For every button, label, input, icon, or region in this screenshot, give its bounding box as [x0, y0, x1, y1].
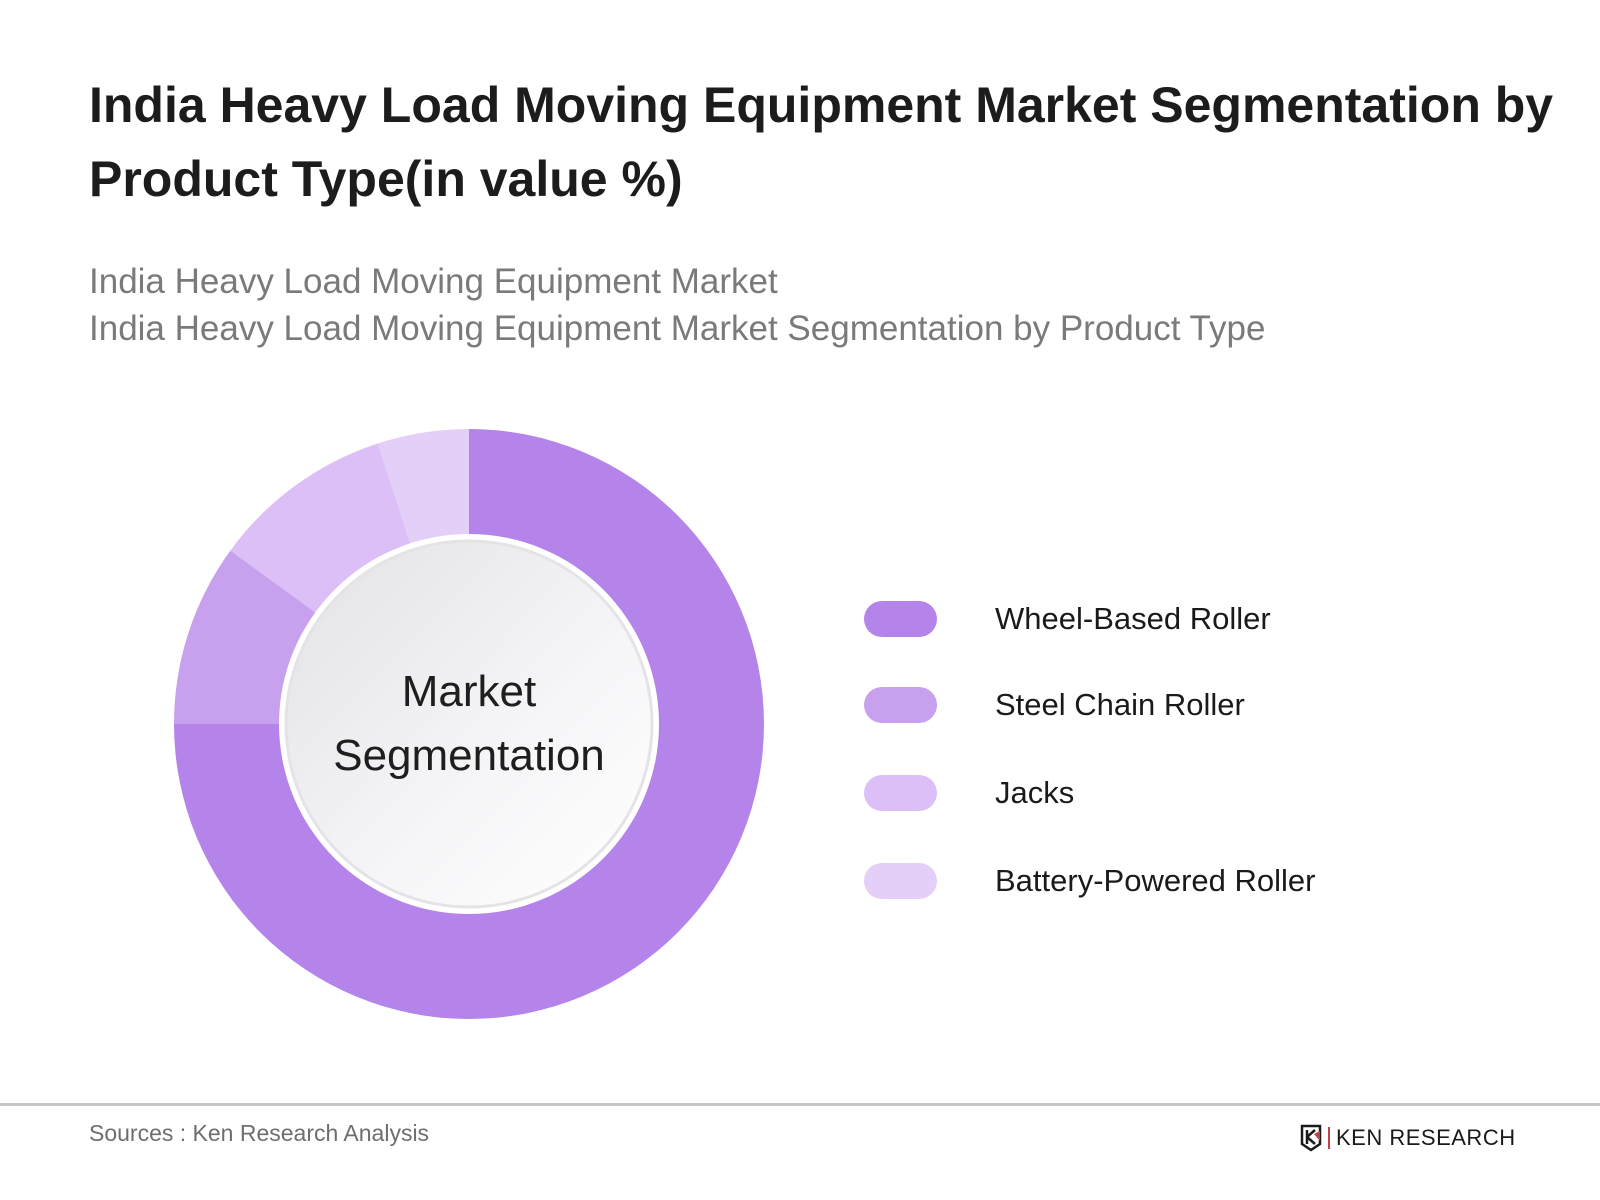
ken-research-logo: KEN RESEARCH [1300, 1124, 1516, 1152]
legend-item-jacks: Jacks [864, 773, 1074, 813]
legend-label: Battery-Powered Roller [995, 863, 1316, 898]
footer-divider [0, 1103, 1600, 1106]
center-label: Market Segmentation [289, 660, 649, 788]
donut-slice-wheel-based-roller [174, 429, 764, 1019]
donut-slice-battery-powered-roller [377, 429, 469, 546]
donut-slice-steel-chain-roller [174, 550, 317, 724]
legend-item-steel-chain-roller: Steel Chain Roller [864, 685, 1245, 725]
legend-swatch [864, 687, 937, 723]
legend-label: Wheel-Based Roller [995, 601, 1271, 636]
legend-item-battery-powered-roller: Battery-Powered Roller [864, 861, 1315, 901]
subtitle-segmentation: India Heavy Load Moving Equipment Market… [89, 309, 1266, 348]
logo-text: KEN RESEARCH [1336, 1125, 1516, 1150]
legend-label: Steel Chain Roller [995, 687, 1245, 722]
legend-label: Jacks [995, 775, 1075, 810]
legend-swatch [864, 863, 937, 899]
donut-slice-jacks [230, 443, 411, 614]
chart-title: India Heavy Load Moving Equipment Market… [89, 77, 1554, 207]
source-note: Sources : Ken Research Analysis [89, 1120, 430, 1146]
legend-swatch [864, 601, 937, 637]
legend-swatch [864, 775, 937, 811]
center-label-line-1: Market [401, 667, 537, 716]
subtitle-market: India Heavy Load Moving Equipment Market [89, 262, 778, 301]
center-disc [284, 539, 654, 909]
logo-divider [1328, 1127, 1330, 1149]
legend-item-wheel-based-roller: Wheel-Based Roller [864, 599, 1271, 639]
center-label-line-2: Segmentation [333, 731, 605, 780]
ken-research-logo-icon [1300, 1124, 1322, 1152]
